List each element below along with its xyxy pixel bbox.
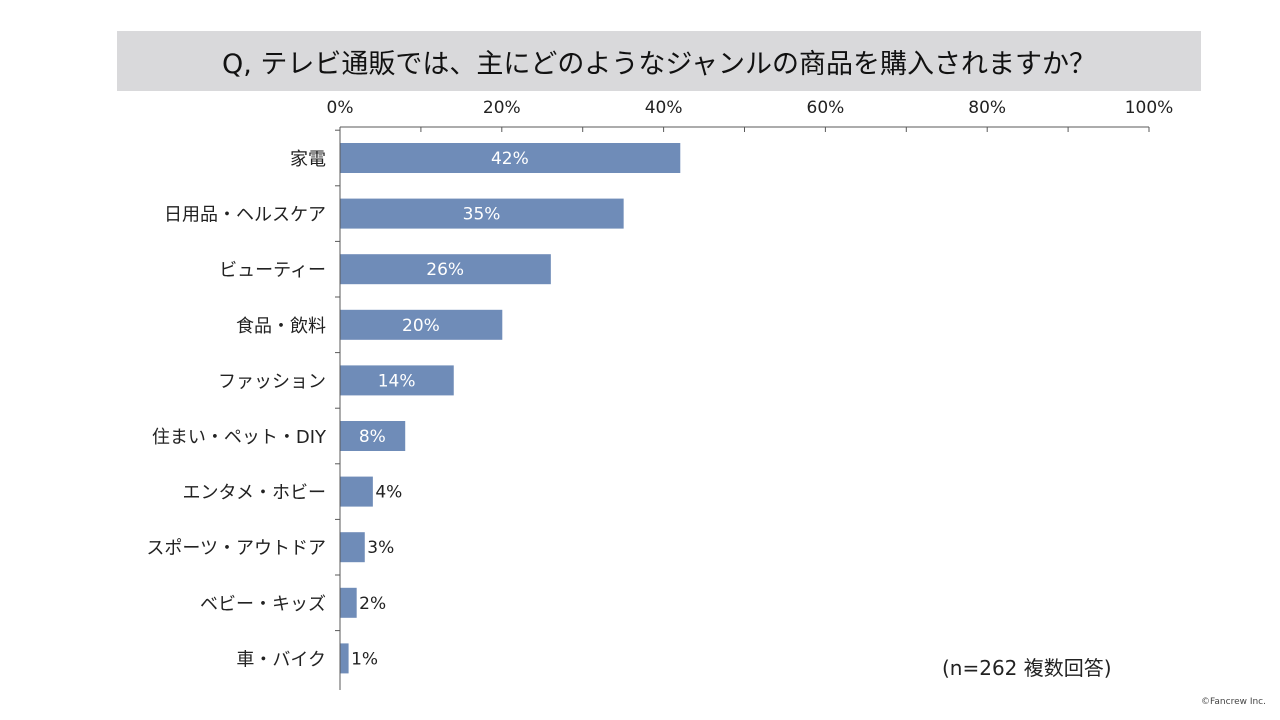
- value-label: 1%: [351, 649, 378, 669]
- bar: [340, 532, 365, 563]
- category-label: エンタメ・ホビー: [183, 483, 326, 504]
- category-label: 車・バイク: [236, 649, 326, 670]
- category-label: スポーツ・アウトドア: [146, 538, 326, 559]
- value-label: 26%: [426, 260, 464, 280]
- value-label: 20%: [402, 316, 440, 336]
- chart-title: Q, テレビ通販では、主にどのようなジャンルの商品を購入されますか？: [221, 48, 1097, 80]
- category-label: 家電: [290, 149, 326, 170]
- x-tick-label: 80%: [968, 98, 1006, 118]
- bar: [340, 365, 454, 396]
- bar: [340, 421, 406, 451]
- x-tick-label: 20%: [483, 98, 521, 118]
- x-tick-label: 60%: [807, 98, 845, 118]
- value-label: 14%: [378, 371, 416, 391]
- bar: [340, 309, 503, 340]
- bar: [340, 476, 373, 507]
- sample-size-note: (n=262 複数回答): [942, 656, 1112, 680]
- category-label: ベビー・キッズ: [200, 594, 326, 615]
- value-label: 2%: [359, 594, 386, 614]
- bar: [340, 198, 624, 229]
- x-tick-label: 0%: [327, 98, 354, 118]
- x-tick-label: 40%: [645, 98, 683, 118]
- category-label: ビューティー: [219, 260, 326, 281]
- category-label: 食品・飲料: [236, 316, 326, 337]
- bar: [340, 143, 681, 173]
- bar: [340, 643, 349, 674]
- copyright-text: ©Fancrew Inc.: [1201, 697, 1266, 707]
- category-label: 日用品・ヘルスケア: [164, 205, 326, 226]
- value-label: 8%: [359, 427, 386, 447]
- x-tick-label: 100%: [1125, 98, 1174, 118]
- category-label: ファッション: [218, 371, 326, 392]
- value-label: 42%: [491, 149, 529, 169]
- value-label: 3%: [367, 538, 394, 558]
- category-label: 住まい・ペット・DIY: [152, 427, 327, 448]
- bar: [340, 254, 551, 285]
- bar: [340, 587, 357, 618]
- value-label: 35%: [463, 205, 501, 225]
- value-label: 4%: [375, 483, 402, 503]
- chart-title-bar: Q, テレビ通販では、主にどのようなジャンルの商品を購入されますか？: [117, 31, 1201, 91]
